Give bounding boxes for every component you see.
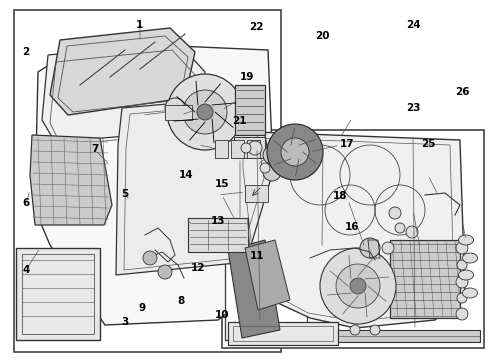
Text: 5: 5 (121, 189, 128, 199)
Circle shape (381, 242, 393, 254)
Polygon shape (234, 137, 264, 158)
Circle shape (349, 278, 365, 294)
Ellipse shape (462, 253, 476, 263)
Polygon shape (224, 218, 306, 340)
Text: 10: 10 (215, 310, 229, 320)
Text: 25: 25 (420, 139, 434, 149)
Polygon shape (246, 140, 260, 158)
Polygon shape (235, 85, 264, 135)
Polygon shape (389, 240, 459, 318)
Text: 11: 11 (249, 251, 264, 261)
Text: 17: 17 (339, 139, 354, 149)
Circle shape (142, 251, 157, 265)
Circle shape (319, 248, 395, 324)
Polygon shape (42, 42, 204, 142)
Polygon shape (337, 330, 479, 342)
Text: 18: 18 (332, 191, 346, 201)
Polygon shape (16, 248, 100, 340)
Circle shape (167, 74, 243, 150)
Circle shape (183, 90, 226, 134)
Polygon shape (14, 10, 281, 352)
Polygon shape (164, 105, 192, 120)
Circle shape (455, 308, 467, 320)
Polygon shape (30, 135, 112, 225)
Ellipse shape (458, 235, 472, 245)
Circle shape (260, 163, 269, 173)
Text: 13: 13 (210, 216, 224, 226)
Text: 23: 23 (405, 103, 420, 113)
Text: 1: 1 (136, 20, 142, 30)
Circle shape (349, 325, 359, 335)
Circle shape (394, 223, 404, 233)
Polygon shape (222, 130, 483, 348)
Circle shape (158, 265, 172, 279)
Text: 15: 15 (215, 179, 229, 189)
Circle shape (241, 143, 250, 153)
Circle shape (281, 138, 308, 166)
Text: 24: 24 (405, 20, 420, 30)
Polygon shape (50, 28, 195, 115)
Circle shape (359, 238, 379, 258)
Text: 14: 14 (178, 170, 193, 180)
Text: 16: 16 (344, 222, 359, 232)
Text: 7: 7 (91, 144, 99, 154)
Polygon shape (227, 240, 280, 338)
Circle shape (335, 264, 379, 308)
Text: 19: 19 (239, 72, 254, 82)
Text: 8: 8 (177, 296, 184, 306)
Text: 4: 4 (22, 265, 30, 275)
Circle shape (263, 146, 281, 164)
Text: 20: 20 (315, 31, 329, 41)
Polygon shape (230, 140, 244, 158)
Circle shape (164, 98, 184, 118)
Polygon shape (35, 42, 274, 325)
Polygon shape (187, 218, 247, 252)
Polygon shape (215, 140, 227, 158)
Text: 3: 3 (121, 317, 128, 327)
Circle shape (405, 226, 417, 238)
Circle shape (455, 276, 467, 288)
Text: 12: 12 (190, 263, 205, 273)
Circle shape (263, 163, 281, 181)
Ellipse shape (462, 288, 476, 298)
Circle shape (266, 124, 323, 180)
Circle shape (455, 242, 467, 254)
Text: 21: 21 (232, 116, 246, 126)
Text: 26: 26 (454, 87, 468, 97)
Polygon shape (235, 132, 464, 328)
Circle shape (456, 260, 466, 270)
Circle shape (456, 293, 466, 303)
Circle shape (388, 207, 400, 219)
Polygon shape (244, 185, 267, 202)
Text: 22: 22 (249, 22, 264, 32)
Polygon shape (244, 240, 289, 310)
Circle shape (247, 141, 262, 155)
Circle shape (197, 104, 213, 120)
Text: 6: 6 (22, 198, 29, 208)
Text: 9: 9 (138, 303, 145, 313)
Polygon shape (116, 96, 271, 275)
Ellipse shape (458, 270, 472, 280)
Polygon shape (227, 322, 337, 345)
Circle shape (369, 325, 379, 335)
Text: 2: 2 (22, 47, 29, 57)
